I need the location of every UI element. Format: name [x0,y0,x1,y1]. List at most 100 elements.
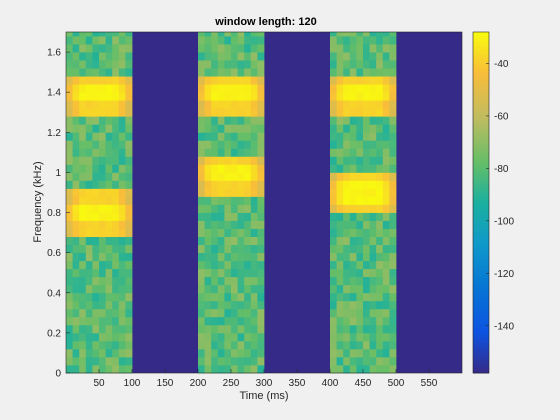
heatmap-cell [198,68,205,77]
y-tick-label: 1 [55,168,61,179]
heatmap-cell [66,268,73,278]
heatmap-cell [343,308,351,318]
heatmap-cell [99,196,106,205]
heatmap-cell [198,348,205,358]
heatmap-cell [112,364,120,374]
heatmap-cell [125,84,133,93]
heatmap-cell [198,276,205,286]
heatmap-cell [92,148,100,157]
heatmap-cell [257,116,265,125]
heatmap-cell [211,92,219,101]
heatmap-cell [231,140,238,149]
heatmap-cell [369,276,377,286]
heatmap-cell [389,140,397,149]
heatmap-cell [244,108,252,117]
heatmap-cell [204,260,212,270]
heatmap-cell [211,236,219,246]
heatmap-cell [204,188,212,197]
heatmap-cell [369,156,377,165]
heatmap-cell [85,308,93,318]
heatmap-cell [250,60,258,69]
heatmap-cell [250,156,258,165]
heatmap-cell [330,100,337,109]
x-tick-label: 400 [322,378,339,389]
heatmap-cell [336,276,344,286]
heatmap-cell [204,116,212,125]
heatmap-cell [382,140,390,149]
heatmap-cell [330,108,337,117]
heatmap-cell [79,180,87,189]
heatmap-cell [237,92,245,101]
heatmap-cell [376,100,384,109]
heatmap-cell [257,172,265,181]
heatmap-cell [250,300,258,310]
heatmap-cell [66,92,73,101]
heatmap-cell [72,84,80,93]
colorbar-cell [473,259,489,263]
heatmap-cell [330,332,337,342]
heatmap-cell [382,308,390,318]
heatmap-cell [72,156,80,165]
heatmap-cell [224,308,232,318]
heatmap-cell [376,44,384,53]
heatmap-cell [85,212,93,221]
heatmap-cell [231,148,238,157]
heatmap-cell [231,252,238,262]
heatmap-cell [85,364,93,374]
heatmap-cell [336,364,344,374]
heatmap-cell [72,76,80,85]
colorbar-gradient [473,32,489,374]
heatmap-cell [211,116,219,125]
colorbar-tick-label: -40 [494,59,509,70]
heatmap-cell [118,52,126,61]
heatmap-cell [105,236,113,246]
heatmap-cell [66,364,73,374]
heatmap-cell [382,220,390,229]
x-axis-label: Time (ms) [239,390,288,402]
colorbar-cell [473,68,489,73]
heatmap-cell [198,300,205,310]
heatmap-cell [244,76,252,85]
heatmap-cell [211,340,219,350]
heatmap-cell [211,124,219,133]
colorbar-cell [473,40,489,44]
colorbar-tick-label: -60 [494,111,509,122]
heatmap-cell [118,68,126,77]
heatmap-cell [389,284,397,294]
heatmap-cell [349,44,357,53]
heatmap-cell [356,156,364,165]
heatmap-cell [363,244,370,254]
heatmap-cell [343,188,351,197]
heatmap-cell [336,356,344,366]
heatmap-cell [72,236,80,246]
heatmap-cell [376,340,384,350]
colorbar-cell [473,54,489,58]
heatmap-cell [79,300,87,310]
heatmap-cell [356,76,364,85]
heatmap-cell [389,156,397,165]
heatmap-cell [224,116,232,125]
heatmap-cell [244,196,252,205]
heatmap-cell [382,52,390,61]
x-tick-label: 500 [388,378,405,389]
colorbar-cell [473,91,489,95]
heatmap-cell [224,228,232,237]
heatmap-cell [105,172,113,181]
heatmap-cell [237,140,245,149]
colorbar-cell [473,46,489,50]
heatmap-cell [382,364,390,374]
heatmap-cell [237,204,245,213]
heatmap-cell [118,220,126,229]
heatmap-cell [211,68,219,77]
heatmap-cell [231,308,238,318]
heatmap-cell [72,212,80,221]
heatmap-cell [349,228,357,237]
heatmap-cell [237,164,245,173]
heatmap-cell [343,340,351,350]
heatmap-cell [118,172,126,181]
heatmap-cell [198,52,205,61]
colorbar-cell [473,279,489,283]
heatmap-cell [382,132,390,141]
heatmap-cell [211,180,219,189]
heatmap-cell [99,36,106,45]
